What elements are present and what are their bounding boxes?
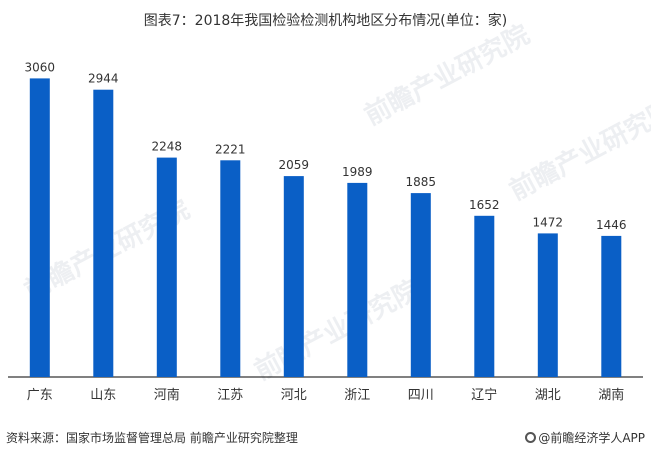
data-label-9: 1446 — [596, 218, 627, 232]
brand-label: @前瞻经济学人APP — [538, 431, 645, 445]
x-tick-label-1: 山东 — [90, 388, 116, 403]
data-label-0: 3060 — [25, 60, 56, 74]
data-label-6: 1885 — [406, 175, 437, 189]
x-tick-label-0: 广东 — [27, 388, 53, 403]
bar-5 — [347, 182, 368, 377]
bar-8 — [537, 233, 558, 377]
bar-7 — [474, 215, 495, 377]
source-note: 资料来源：国家市场监督管理总局 前瞻产业研究院整理 — [6, 431, 298, 445]
data-label-2: 2248 — [152, 140, 183, 154]
brand-credit: @前瞻经济学人APP — [525, 429, 645, 446]
data-label-3: 2221 — [215, 142, 246, 156]
bar-0 — [29, 78, 50, 378]
x-tick-label-4: 河北 — [281, 388, 307, 403]
bar-6 — [410, 193, 431, 377]
brand-logo-icon — [525, 432, 537, 443]
bar-3 — [220, 160, 241, 377]
bar-2 — [156, 157, 177, 377]
x-tick-label-6: 四川 — [408, 388, 434, 403]
x-tick-label-8: 湖北 — [535, 388, 561, 403]
chart-title: 图表7：2018年我国检验检测机构地区分布情况(单位：家) — [143, 13, 508, 29]
x-tick-label-3: 江苏 — [217, 387, 243, 403]
bar-1 — [93, 89, 114, 377]
x-tick-label-9: 湖南 — [598, 387, 624, 403]
data-label-8: 1472 — [533, 215, 564, 229]
bar-4 — [283, 176, 304, 377]
x-tick-label-7: 辽宁 — [471, 387, 497, 403]
data-label-5: 1989 — [342, 165, 373, 179]
bar-9 — [601, 235, 622, 377]
data-label-7: 1652 — [469, 198, 500, 212]
data-label-4: 2059 — [279, 158, 310, 172]
data-label-1: 2944 — [88, 72, 119, 86]
x-tick-label-2: 河南 — [154, 387, 180, 403]
x-tick-label-5: 浙江 — [344, 388, 370, 403]
